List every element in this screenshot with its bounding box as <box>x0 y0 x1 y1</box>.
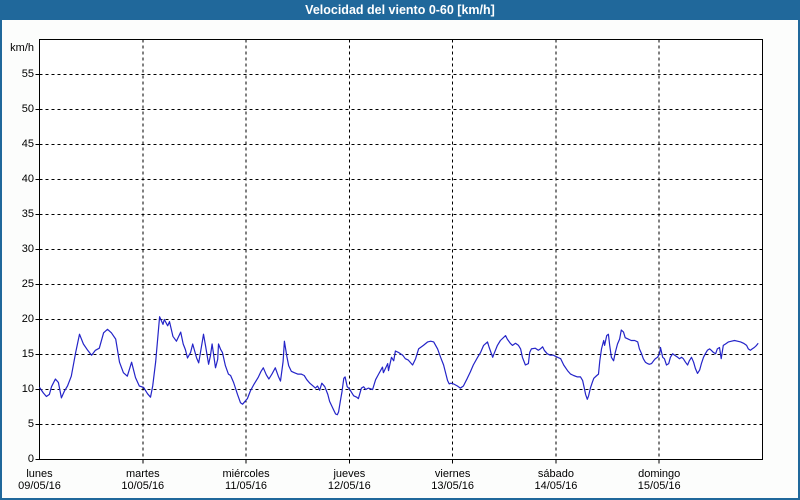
x-tick-day: viernes <box>434 467 471 480</box>
x-tick-day: miércoles <box>222 467 270 480</box>
y-axis-unit-label: km/h <box>10 42 34 54</box>
y-tick-label: 5 <box>27 418 34 430</box>
x-tick-date: 11/05/16 <box>225 480 268 492</box>
window-title: Velocidad del viento 0-60 [km/h] <box>305 3 495 17</box>
x-tick-label: sábado 14/05/16 <box>508 467 604 493</box>
x-tick-label: martes 10/05/16 <box>95 467 191 493</box>
x-tick-label: viernes 13/05/16 <box>405 467 501 493</box>
y-tick-label: 25 <box>21 278 34 290</box>
x-tick-date: 10/05/16 <box>121 480 165 492</box>
x-tick-day: jueves <box>333 467 366 480</box>
plot-border <box>39 39 763 460</box>
y-tick-label: 20 <box>21 313 34 325</box>
x-tick-date: 12/05/16 <box>327 480 371 492</box>
x-tick-day: martes <box>125 467 160 480</box>
x-tick-label: lunes 09/05/16 <box>2 467 88 493</box>
x-tick-date: 09/05/16 <box>18 480 61 492</box>
y-tick-label: 50 <box>21 103 34 115</box>
x-tick-date: 13/05/16 <box>431 480 475 492</box>
y-tick-label: 15 <box>21 348 34 360</box>
x-tick-label: miércoles 11/05/16 <box>198 467 294 493</box>
wind-speed-line <box>39 316 759 416</box>
y-tick-label: 45 <box>21 138 34 150</box>
y-tick-label: 30 <box>21 243 34 255</box>
x-tick-label: domingo 15/05/16 <box>611 467 707 493</box>
x-tick-date: 15/05/16 <box>637 480 681 492</box>
y-tick-label: 40 <box>21 173 34 185</box>
x-tick-label: jueves 12/05/16 <box>301 467 397 493</box>
x-tick-day: lunes <box>26 467 53 480</box>
x-tick-day: sábado <box>537 467 574 480</box>
y-tick-label: 0 <box>27 453 34 465</box>
y-tick-label: 55 <box>21 68 34 80</box>
x-tick-day: domingo <box>638 467 681 480</box>
x-tick-date: 14/05/16 <box>534 480 578 492</box>
y-tick-label: 35 <box>21 208 34 220</box>
window-title-bar: Velocidad del viento 0-60 [km/h] <box>2 2 798 20</box>
y-tick-label: 10 <box>21 383 34 395</box>
